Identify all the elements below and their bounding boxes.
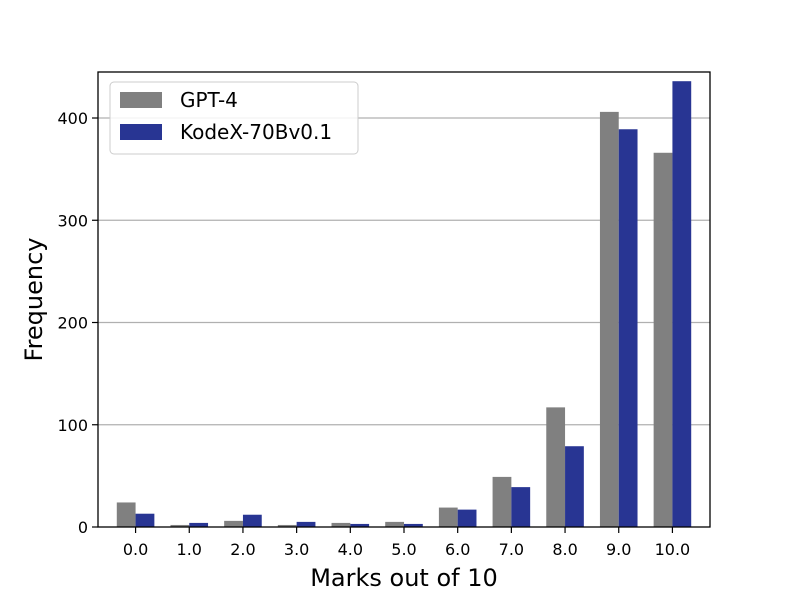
y-tick-label: 200 [57, 314, 88, 333]
y-tick-label: 400 [57, 109, 88, 128]
bar-kodex-10.0 [672, 81, 692, 528]
x-tick-label: 5.0 [391, 540, 416, 559]
bar-kodex-1.0 [189, 522, 209, 527]
x-tick-label: 1.0 [177, 540, 202, 559]
legend-label-kodex: KodeX-70Bv0.1 [180, 120, 332, 144]
legend-swatch-gpt-4 [120, 92, 162, 108]
bar-gpt-4-10.0 [653, 152, 673, 528]
bar-gpt-4-2.0 [224, 520, 243, 527]
x-axis-label: Marks out of 10 [310, 564, 498, 592]
x-tick-label: 10.0 [655, 540, 691, 559]
bar-gpt-4-1.0 [170, 524, 190, 527]
y-tick-label: 300 [57, 211, 88, 230]
bar-kodex-4.0 [350, 523, 370, 527]
x-tick-label: 0.0 [123, 540, 148, 559]
bar-kodex-2.0 [242, 514, 262, 527]
bar-kodex-6.0 [457, 509, 477, 527]
x-tick-label: 8.0 [552, 540, 577, 559]
bar-kodex-9.0 [618, 129, 638, 527]
y-tick-label: 0 [78, 518, 88, 537]
legend-swatch-kodex [120, 124, 162, 140]
x-tick-label: 2.0 [230, 540, 255, 559]
legend: GPT-4 KodeX-70Bv0.1 [109, 81, 359, 155]
x-tick-label: 3.0 [284, 540, 309, 559]
bar-kodex-5.0 [404, 523, 423, 527]
bar-gpt-4-8.0 [546, 407, 566, 527]
bar-gpt-4-5.0 [385, 521, 404, 527]
bar-gpt-4-4.0 [331, 522, 351, 527]
x-tick-label: 7.0 [499, 540, 524, 559]
y-tick-label: 100 [57, 416, 88, 435]
legend-label-gpt-4: GPT-4 [180, 88, 238, 112]
legend-box [109, 81, 359, 155]
bar-gpt-4-3.0 [277, 524, 297, 527]
bar-kodex-0.0 [135, 513, 155, 527]
bar-kodex-8.0 [565, 446, 584, 527]
bars [116, 81, 692, 528]
y-axis-ticks: 0 100 200 300 400 [57, 109, 98, 537]
x-tick-label: 4.0 [338, 540, 363, 559]
bar-gpt-4-0.0 [116, 502, 136, 527]
bar-gpt-4-7.0 [492, 476, 512, 527]
x-tick-label: 6.0 [445, 540, 470, 559]
x-tick-label: 9.0 [606, 540, 631, 559]
bar-kodex-7.0 [511, 487, 531, 527]
bar-gpt-4-9.0 [599, 111, 619, 527]
bar-gpt-4-6.0 [438, 507, 458, 527]
y-axis-label: Frequency [20, 238, 48, 362]
bar-kodex-3.0 [296, 521, 316, 527]
x-axis-ticks: 0.0 1.0 2.0 3.0 4.0 5.0 6.0 7.0 8.0 9.0 10.0 [123, 527, 690, 559]
